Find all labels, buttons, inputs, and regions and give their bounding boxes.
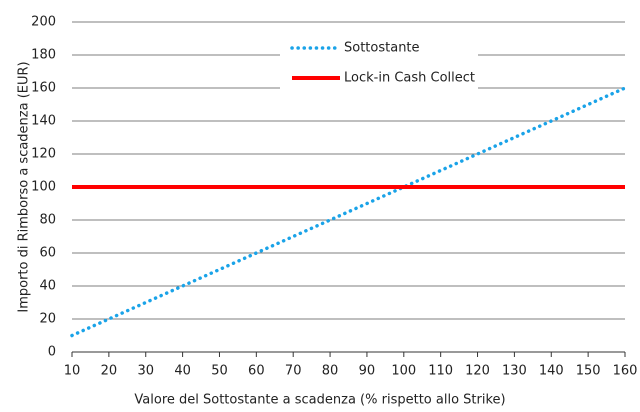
x-tick-label: 120 xyxy=(465,364,490,379)
x-tick-label: 70 xyxy=(285,364,302,379)
x-tick-label: 80 xyxy=(322,364,339,379)
y-tick-label: 40 xyxy=(39,279,56,294)
y-axis-label: Importo di Rimborso a scadenza (EUR) xyxy=(17,61,32,312)
x-tick-label: 90 xyxy=(359,364,376,379)
y-tick-label: 200 xyxy=(31,15,56,30)
y-tick-label: 180 xyxy=(31,48,56,63)
x-tick-label: 100 xyxy=(391,364,416,379)
x-axis-label: Valore del Sottostante a scadenza (% ris… xyxy=(134,393,505,408)
legend-background xyxy=(280,34,478,92)
y-tick-label: 0 xyxy=(48,345,56,360)
x-tick-label: 10 xyxy=(64,364,81,379)
y-tick-label: 60 xyxy=(39,246,56,261)
y-tick-label: 160 xyxy=(31,81,56,96)
y-tick-label: 100 xyxy=(31,180,56,195)
y-tick-label: 80 xyxy=(39,213,56,228)
x-tick-label: 160 xyxy=(613,364,638,379)
x-tick-label: 40 xyxy=(174,364,191,379)
x-tick-label: 20 xyxy=(101,364,118,379)
series-line xyxy=(70,86,627,338)
legend-label: Sottostante xyxy=(344,41,420,56)
x-tick-label: 130 xyxy=(502,364,527,379)
legend-label: Lock-in Cash Collect xyxy=(344,71,475,86)
x-tick-label: 60 xyxy=(248,364,265,379)
y-tick-label: 120 xyxy=(31,147,56,162)
y-tick-label: 140 xyxy=(31,114,56,129)
x-tick-label: 110 xyxy=(428,364,453,379)
x-tick-label: 50 xyxy=(211,364,228,379)
x-tick-label: 140 xyxy=(539,364,564,379)
x-tick-label: 30 xyxy=(137,364,154,379)
x-tick-label: 150 xyxy=(576,364,601,379)
y-tick-label: 20 xyxy=(39,312,56,327)
